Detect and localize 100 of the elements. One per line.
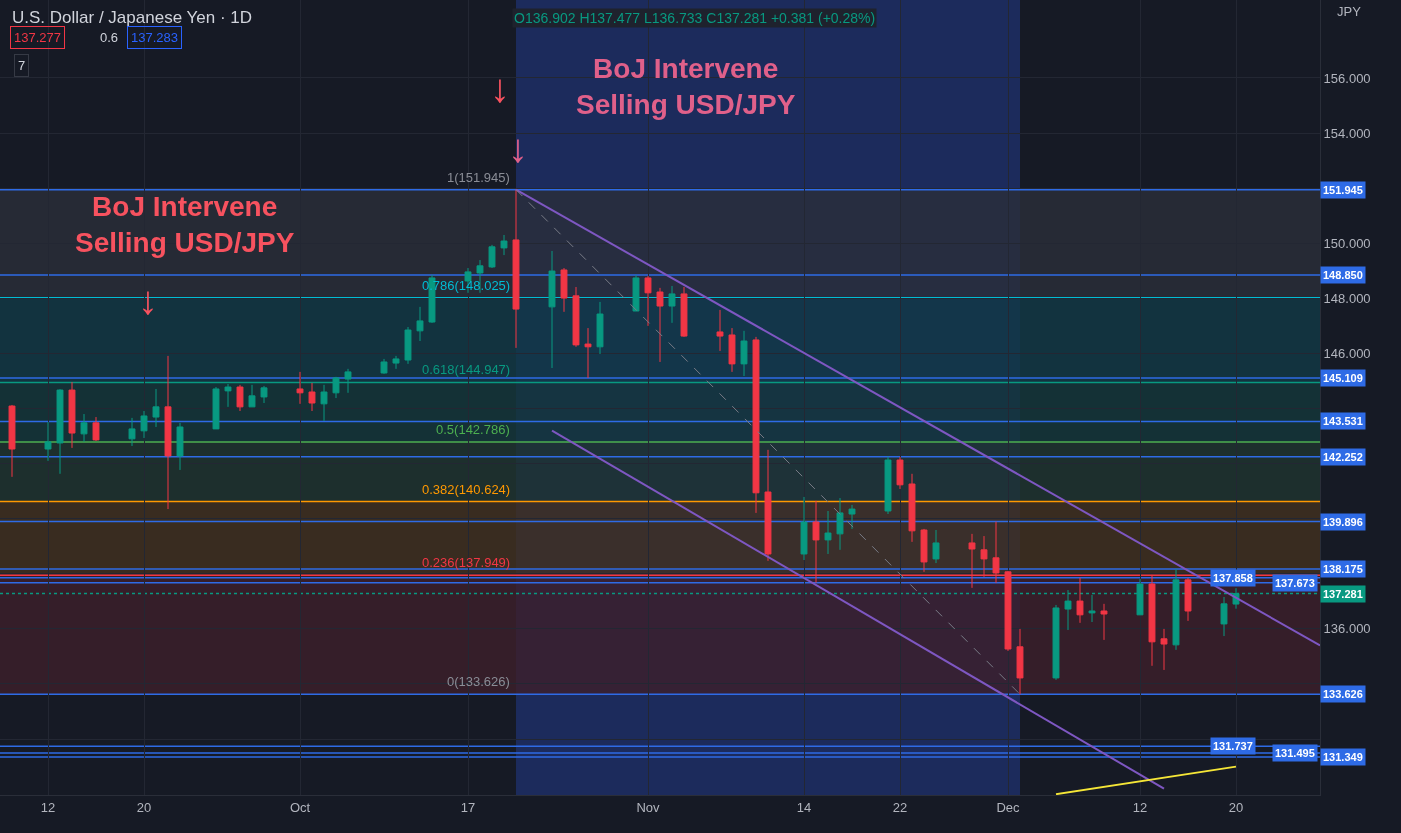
ref-line-label: 151.945 bbox=[1323, 184, 1363, 196]
annotation: 0.5(142.786) bbox=[436, 422, 510, 437]
text: O136.902 H137.477 L136.733 C137.281 +0.381 (+0.28%) bbox=[514, 10, 876, 26]
x-tick-label: 12 bbox=[40, 799, 56, 815]
ref-line-label: 137.281 bbox=[1323, 588, 1363, 600]
annotation: 137.277 bbox=[14, 30, 61, 45]
candlestick bbox=[500, 234, 508, 256]
x-tick-label: 12 bbox=[1132, 799, 1148, 815]
annotation: ↓ bbox=[490, 66, 510, 110]
candlestick bbox=[908, 473, 916, 543]
y-tick-label: 146.000 bbox=[1323, 345, 1371, 361]
x-tick-label: 20 bbox=[1228, 799, 1244, 815]
annotation: BoJ Intervene Selling USD/JPY bbox=[75, 191, 295, 259]
candlestick bbox=[488, 244, 496, 269]
ref-line-label: 131.737 bbox=[1213, 740, 1253, 752]
ref-line-label: 142.252 bbox=[1323, 451, 1363, 463]
candlestick bbox=[596, 301, 604, 355]
x-tick-label: Dec bbox=[996, 799, 1021, 815]
candlestick bbox=[212, 386, 220, 430]
ref-line-label: 143.531 bbox=[1323, 415, 1363, 427]
candlestick bbox=[680, 286, 688, 338]
candlestick bbox=[920, 528, 928, 573]
candlestick bbox=[752, 336, 760, 514]
annotation: BoJ Intervene Selling USD/JPY bbox=[576, 53, 796, 121]
candlestick bbox=[548, 250, 556, 369]
candlestick bbox=[848, 504, 856, 530]
candlestick bbox=[392, 355, 400, 370]
candlestick bbox=[932, 529, 940, 564]
annotation: 0(133.626) bbox=[447, 674, 510, 689]
candlestick bbox=[164, 355, 172, 510]
candlestick bbox=[884, 456, 892, 515]
annotation: 0.236(137.949) bbox=[422, 555, 511, 570]
candlestick bbox=[176, 422, 184, 471]
text: JPY bbox=[1337, 4, 1362, 19]
candlestick bbox=[764, 449, 772, 562]
candlestick bbox=[308, 382, 316, 412]
y-tick-label: 148.000 bbox=[1323, 290, 1371, 306]
candlestick bbox=[560, 267, 568, 313]
candlestick bbox=[584, 327, 592, 379]
candlestick bbox=[236, 384, 244, 412]
ref-line-label: 148.850 bbox=[1323, 269, 1363, 281]
ref-line-label: 139.896 bbox=[1323, 516, 1363, 528]
candlestick bbox=[56, 388, 64, 475]
y-tick-label: 150.000 bbox=[1323, 235, 1371, 251]
candlestick bbox=[896, 456, 904, 490]
candlestick bbox=[248, 384, 256, 408]
annotation: 0.6 bbox=[100, 30, 119, 45]
candlestick bbox=[824, 510, 832, 555]
candlestick bbox=[800, 496, 808, 561]
candlestick bbox=[44, 421, 52, 462]
candlestick bbox=[404, 326, 412, 365]
candlestick bbox=[656, 287, 664, 363]
candlestick bbox=[416, 306, 424, 342]
ref-line-label: 131.495 bbox=[1275, 747, 1315, 759]
ref-line-label: 137.673 bbox=[1275, 577, 1315, 589]
candlestick bbox=[1100, 603, 1108, 641]
candlestick bbox=[380, 358, 388, 375]
candlestick bbox=[512, 189, 520, 349]
x-tick-label: 22 bbox=[892, 799, 908, 815]
annotation: 7 bbox=[18, 58, 26, 73]
candlestick bbox=[128, 417, 136, 447]
y-tick-label: 154.000 bbox=[1323, 125, 1371, 141]
candlestick bbox=[260, 385, 268, 404]
x-tick-label: 17 bbox=[460, 799, 476, 815]
candlestick bbox=[1184, 577, 1192, 622]
annotation: 1(151.945) bbox=[447, 170, 510, 185]
candlestick bbox=[1220, 596, 1228, 637]
ref-line-label: 137.858 bbox=[1213, 572, 1253, 584]
candlestick bbox=[716, 309, 724, 352]
candlestick bbox=[1076, 577, 1084, 624]
annotation: 137.283 bbox=[131, 30, 178, 45]
candlestick bbox=[632, 274, 640, 312]
candlestick bbox=[68, 381, 76, 449]
candlestick bbox=[728, 327, 736, 373]
candlestick bbox=[668, 285, 676, 324]
x-tick-label: 20 bbox=[136, 799, 152, 815]
ref-line-label: 145.109 bbox=[1323, 372, 1363, 384]
x-tick-label: Oct bbox=[289, 799, 311, 815]
candlestick bbox=[140, 410, 148, 439]
candlestick bbox=[80, 413, 88, 443]
ref-line-label: 131.349 bbox=[1323, 751, 1363, 763]
candlestick bbox=[836, 497, 844, 551]
annotation: 0.382(140.624) bbox=[422, 482, 511, 497]
candlestick bbox=[152, 388, 160, 428]
ref-line-label: 133.626 bbox=[1323, 688, 1363, 700]
text: U.S. Dollar / Japanese Yen · 1D bbox=[12, 8, 253, 27]
candlestick bbox=[8, 404, 16, 478]
annotation: ↓ bbox=[508, 126, 528, 170]
candlestick bbox=[92, 416, 100, 442]
candlestick bbox=[644, 275, 652, 327]
y-tick-label: 136.000 bbox=[1323, 621, 1371, 637]
ref-line-label: 138.175 bbox=[1323, 563, 1363, 575]
candlestick bbox=[1016, 628, 1024, 695]
candlestick bbox=[296, 371, 304, 405]
candlestick bbox=[740, 330, 748, 377]
candlestick bbox=[1160, 628, 1168, 671]
annotation: 0.618(144.947) bbox=[422, 362, 511, 377]
y-tick-label: 156.000 bbox=[1323, 70, 1371, 86]
candlestick bbox=[1052, 604, 1060, 681]
x-tick-label: Nov bbox=[636, 799, 661, 815]
